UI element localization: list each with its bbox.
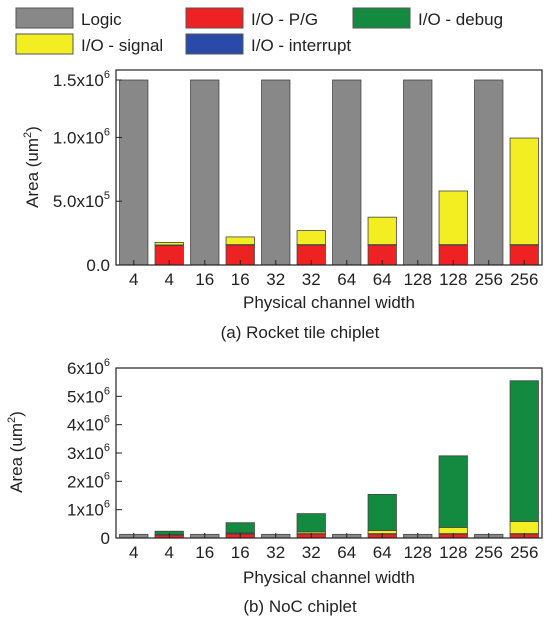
chart-a-bar-i-o-signal-5 xyxy=(296,230,326,245)
chart-b-plot-frame xyxy=(115,367,543,539)
legend-swatch-io-signal xyxy=(15,33,74,55)
chart-b-x-axis-label: Physical channel width xyxy=(243,568,415,587)
chart-b-bar-i-o-signal-9 xyxy=(438,526,468,535)
chart-a-y-tick-label-3: 1.5x106 xyxy=(53,69,110,90)
chart-a-bar-logic-8 xyxy=(403,79,433,266)
chart-a-x-tick-label-3: 16 xyxy=(231,270,250,289)
chart-a-x-tick-label-7: 64 xyxy=(373,270,392,289)
chart-a-bar-i-o-signal-7 xyxy=(367,216,397,245)
chart-a-x-tick-label-4: 32 xyxy=(266,270,285,289)
chart-a-x-tick-label-6: 64 xyxy=(337,270,356,289)
chart-b-y-tick-label-3: 3x106 xyxy=(67,442,110,463)
chart-b-x-tick-label-11: 256 xyxy=(510,543,538,562)
chart-b-x-tick-label-5: 32 xyxy=(302,543,321,562)
chart-b-y-axis-label: Area (um2) xyxy=(6,411,26,493)
chart-a-x-tick-label-9: 128 xyxy=(439,270,467,289)
chart-rocket-tile: 0.0 5.0x105 1.0x106 1.5x106 4 4 16 16 32 32 64 64 1… xyxy=(22,69,543,342)
chart-a-bar-i-o-signal-11 xyxy=(509,137,539,245)
legend-item-io-interrupt: I/O - interrupt xyxy=(185,33,351,55)
chart-b-bar-i-o-debug-11 xyxy=(509,380,539,522)
legend-item-logic: Logic xyxy=(15,7,122,29)
chart-a-y-ticks: 0.0 5.0x105 1.0x106 1.5x106 xyxy=(53,69,122,275)
legend-label-io-signal: I/O - signal xyxy=(81,36,163,55)
chart-b-bar-i-o-debug-5 xyxy=(296,513,326,533)
chart-b-bars xyxy=(119,380,539,539)
chart-b-x-tick-label-3: 16 xyxy=(231,543,250,562)
chart-b-y-ticks: 0 1x106 2x106 3x106 4x106 5x106 6x106 xyxy=(67,357,122,548)
chart-a-y-tick-label-1: 5.0x105 xyxy=(53,190,110,211)
chart-b-y-tick-label-0: 0 xyxy=(101,529,110,548)
legend-item-io-pg: I/O - P/G xyxy=(185,7,318,29)
legend-item-io-signal: I/O - signal xyxy=(15,33,163,55)
legend-label-io-interrupt: I/O - interrupt xyxy=(251,36,351,55)
chart-a-y-tick-label-2: 1.0x106 xyxy=(53,126,110,147)
chart-b-y-tick-label-6: 6x106 xyxy=(67,357,110,378)
chart-b-x-tick-label-6: 64 xyxy=(337,543,356,562)
legend-label-io-debug: I/O - debug xyxy=(418,10,503,29)
chart-a-x-ticks: 4 4 16 16 32 32 64 64 128 128 256 256 xyxy=(129,260,538,289)
chart-noc: 0 1x106 2x106 3x106 4x106 5x106 6x106 4 4 16 16 32… xyxy=(6,357,543,616)
chart-b-x-tick-label-8: 128 xyxy=(404,543,432,562)
chart-b-y-tick-label-4: 4x106 xyxy=(67,414,110,435)
chart-a-x-tick-label-0: 4 xyxy=(129,270,138,289)
chart-a-title: (a) Rocket tile chiplet xyxy=(221,323,380,342)
chart-a-x-tick-label-10: 256 xyxy=(475,270,503,289)
chart-b-x-tick-label-9: 128 xyxy=(439,543,467,562)
chart-a-bar-logic-4 xyxy=(261,79,291,266)
chart-b-x-ticks: 4 4 16 16 32 32 64 64 128 128 256 256 xyxy=(129,533,538,562)
chart-b-x-tick-label-10: 256 xyxy=(475,543,503,562)
chart-a-x-tick-label-1: 4 xyxy=(165,270,174,289)
chart-a-bar-logic-0 xyxy=(119,79,149,266)
chart-b-x-tick-label-2: 16 xyxy=(195,543,214,562)
chart-a-x-tick-label-2: 16 xyxy=(195,270,214,289)
chart-b-x-tick-label-0: 4 xyxy=(129,543,138,562)
legend-swatch-io-debug xyxy=(352,7,411,29)
legend-item-io-debug: I/O - debug xyxy=(352,7,503,29)
chart-b-x-tick-label-1: 4 xyxy=(165,543,174,562)
chart-a-y-axis-label: Area (um2) xyxy=(22,126,42,208)
chart-a-x-tick-label-11: 256 xyxy=(510,270,538,289)
chart-b-x-tick-label-4: 32 xyxy=(266,543,285,562)
chart-b-bar-i-o-signal-11 xyxy=(509,521,539,534)
chart-a-bar-logic-6 xyxy=(332,79,362,266)
chart-b-bar-i-o-debug-9 xyxy=(438,455,468,528)
chart-b-x-tick-label-7: 64 xyxy=(373,543,392,562)
chart-a-bar-logic-2 xyxy=(190,79,220,266)
chart-b-y-tick-label-2: 2x106 xyxy=(67,470,110,491)
legend-label-io-pg: I/O - P/G xyxy=(251,10,318,29)
chart-a-plot-frame xyxy=(115,69,543,266)
chart-a-x-tick-label-5: 32 xyxy=(302,270,321,289)
legend-swatch-logic xyxy=(15,7,74,29)
chart-b-title: (b) NoC chiplet xyxy=(243,597,357,616)
legend-swatch-io-pg xyxy=(185,7,244,29)
chart-a-x-axis-label: Physical channel width xyxy=(243,293,415,312)
chart-a-bar-i-o-signal-3 xyxy=(225,236,255,245)
legend-swatch-io-interrupt xyxy=(185,33,244,55)
chart-b-y-tick-label-1: 1x106 xyxy=(67,499,110,520)
chart-a-bars xyxy=(119,79,539,266)
chart-b-y-tick-label-5: 5x106 xyxy=(67,385,110,406)
chart-a-bar-i-o-signal-9 xyxy=(438,190,468,245)
chart-a-y-tick-label-0: 0.0 xyxy=(86,256,110,275)
chart-b-bar-i-o-debug-7 xyxy=(367,493,397,531)
chart-b-bar-i-o-debug-3 xyxy=(225,522,255,534)
legend-label-logic: Logic xyxy=(81,10,122,29)
legend: Logic I/O - P/G I/O - debug I/O - signal… xyxy=(15,7,503,55)
chart-a-x-tick-label-8: 128 xyxy=(404,270,432,289)
chart-a-bar-i-o-signal-1 xyxy=(154,242,184,246)
chart-a-bar-logic-10 xyxy=(474,79,504,266)
